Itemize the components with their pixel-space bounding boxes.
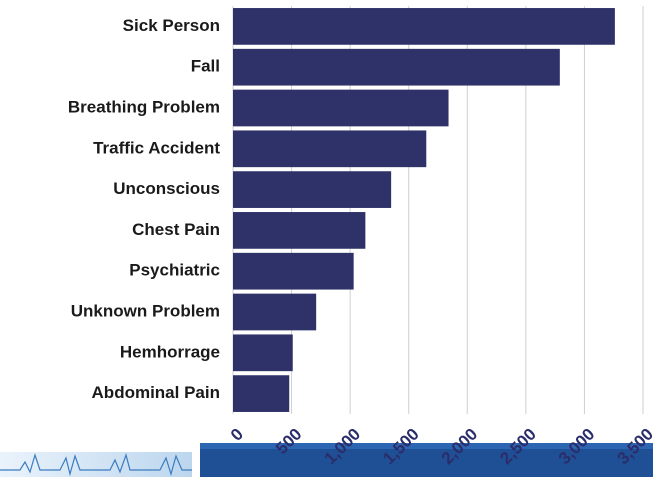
- bar: [233, 334, 293, 372]
- y-tick-label: Unknown Problem: [71, 301, 220, 320]
- y-tick-label: Sick Person: [123, 16, 220, 35]
- footer-highlight: [200, 443, 653, 449]
- bar: [233, 375, 290, 412]
- y-tick-label: Hemhorrage: [120, 342, 220, 361]
- bar: [233, 89, 449, 127]
- y-tick-label: Psychiatric: [129, 261, 220, 280]
- y-tick-label: Fall: [191, 57, 220, 76]
- y-tick-label: Traffic Accident: [93, 138, 220, 157]
- bar: [233, 8, 615, 45]
- y-tick-label: Unconscious: [113, 179, 220, 198]
- y-tick-label: Chest Pain: [132, 220, 220, 239]
- ecg-line: [0, 452, 192, 477]
- y-tick-label: Abdominal Pain: [92, 383, 220, 402]
- bar: [233, 293, 317, 331]
- bar: [233, 212, 366, 249]
- bar: [233, 48, 560, 86]
- x-tick-label: 0: [227, 425, 247, 445]
- bar: [233, 171, 392, 208]
- y-tick-label: Breathing Problem: [68, 97, 220, 116]
- bar: [233, 252, 354, 290]
- bar: [233, 130, 427, 168]
